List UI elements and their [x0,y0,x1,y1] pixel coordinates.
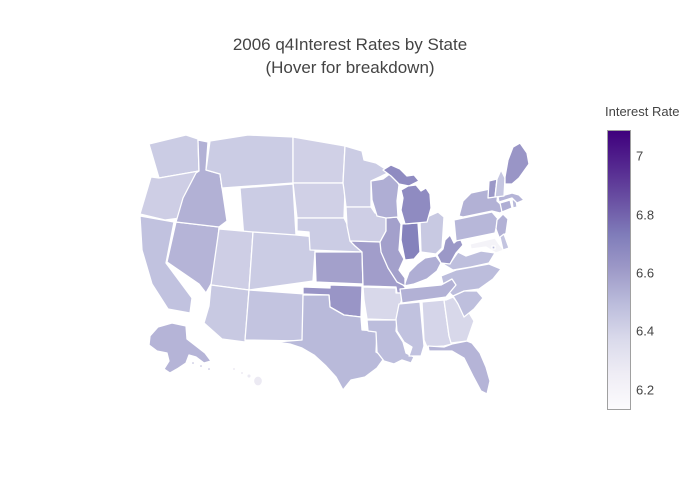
state-IN[interactable] [400,222,421,261]
state-KY[interactable] [403,255,442,287]
state-LA[interactable] [366,319,415,365]
state-AK[interactable] [148,322,212,374]
aleutian-island[interactable] [206,366,212,372]
state-NJ[interactable] [495,213,509,241]
colorbar-tick-label: 6.2 [636,382,655,398]
state-CA[interactable] [139,215,193,314]
state-NM[interactable] [244,289,306,342]
state-FL[interactable] [427,340,491,395]
state-AZ[interactable] [203,284,250,343]
colorbar-tick-label: 6.6 [636,265,655,281]
state-SD[interactable] [292,182,346,219]
state-MI-upper-peninsula[interactable] [382,164,420,187]
state-DE[interactable] [499,233,510,251]
state-HI-island[interactable] [246,373,252,379]
state-ND[interactable] [292,136,346,184]
aleutian-island[interactable] [198,363,204,369]
state-WI[interactable] [370,172,400,219]
state-TX[interactable] [275,294,386,391]
state-KS[interactable] [314,251,364,285]
state-NH[interactable] [494,169,506,198]
state-HI-island[interactable] [231,366,237,372]
state-MI[interactable] [400,184,432,225]
states-layer [139,134,530,395]
colorbar-title: Interest Rate [605,104,680,119]
colorbar-tick-label: 7 [636,148,644,164]
state-UT[interactable] [210,228,254,291]
colorbar-tick-label: 6.4 [636,323,655,339]
state-MT[interactable] [205,134,294,189]
state-ME[interactable] [504,142,530,185]
state-HI-island[interactable] [239,370,245,376]
state-DC[interactable] [491,245,496,250]
hawaii-islands [231,366,264,387]
alaska-aleutian-islands [190,360,212,372]
state-MS[interactable] [395,301,425,357]
state-IL[interactable] [379,216,406,287]
colorbar-tick-label: 6.8 [636,207,655,223]
state-CO[interactable] [248,231,317,291]
chart-title-line1: 2006 q4Interest Rates by State [232,35,468,54]
state-HI-big-island[interactable] [252,375,264,387]
state-WY[interactable] [239,183,297,240]
state-MD[interactable] [469,237,505,254]
state-TN[interactable] [399,278,457,304]
chart-title: 2006 q4Interest Rates by State (Hover fo… [0,33,700,79]
chart-title-line2: (Hover for breakdown) [265,58,435,77]
state-CT[interactable] [499,199,513,213]
colorbar-gradient [607,130,631,410]
aleutian-island[interactable] [190,360,196,366]
state-WA[interactable] [148,134,200,179]
